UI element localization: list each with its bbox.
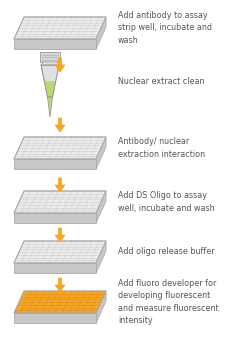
- Polygon shape: [14, 241, 106, 263]
- Polygon shape: [48, 97, 52, 117]
- Polygon shape: [14, 213, 96, 223]
- Polygon shape: [96, 291, 106, 323]
- Polygon shape: [41, 62, 59, 65]
- Polygon shape: [14, 263, 96, 273]
- Polygon shape: [14, 291, 106, 313]
- Text: Add DS Oligo to assay
well, incubate and wash: Add DS Oligo to assay well, incubate and…: [118, 191, 214, 213]
- Polygon shape: [14, 17, 106, 39]
- Polygon shape: [14, 137, 106, 159]
- Polygon shape: [96, 17, 106, 49]
- Polygon shape: [96, 137, 106, 169]
- Text: Add oligo release buffer: Add oligo release buffer: [118, 247, 214, 257]
- Polygon shape: [14, 39, 96, 49]
- Text: Add antibody to assay
strip well, incubate and
wash: Add antibody to assay strip well, incuba…: [118, 11, 212, 45]
- Polygon shape: [40, 52, 60, 62]
- Text: Nuclear extract clean: Nuclear extract clean: [118, 77, 204, 87]
- Polygon shape: [55, 118, 65, 132]
- Polygon shape: [96, 241, 106, 273]
- Polygon shape: [14, 159, 96, 169]
- Polygon shape: [55, 278, 65, 292]
- Polygon shape: [96, 191, 106, 223]
- Polygon shape: [14, 313, 96, 323]
- Text: Antibody/ nuclear
extraction interaction: Antibody/ nuclear extraction interaction: [118, 137, 205, 159]
- Polygon shape: [55, 228, 65, 242]
- Polygon shape: [44, 81, 56, 97]
- Polygon shape: [55, 178, 65, 192]
- Text: Add fluoro developer for
developing fluorescent
and measure fluorescent
intensit: Add fluoro developer for developing fluo…: [118, 279, 218, 325]
- Polygon shape: [14, 191, 106, 213]
- Polygon shape: [55, 58, 65, 72]
- Polygon shape: [41, 65, 59, 97]
